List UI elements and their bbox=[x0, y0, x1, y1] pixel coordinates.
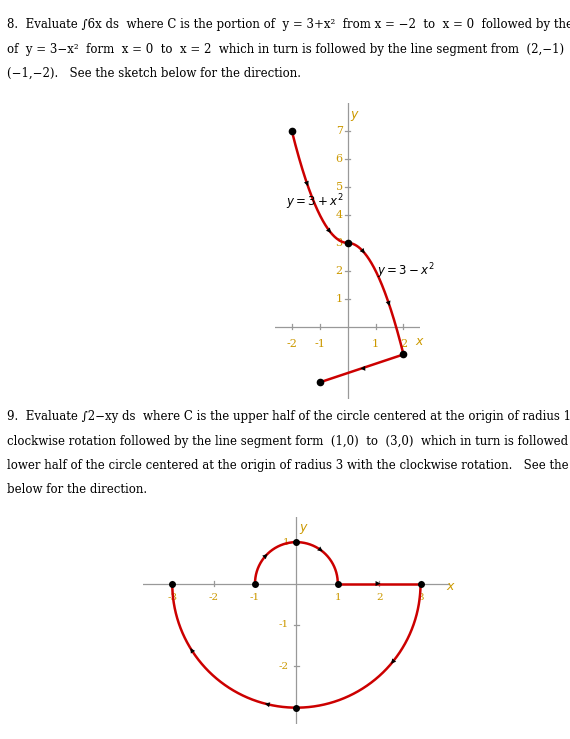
Text: -2: -2 bbox=[287, 339, 298, 349]
Text: below for the direction.: below for the direction. bbox=[7, 483, 147, 497]
Text: y: y bbox=[299, 520, 307, 534]
Text: -1: -1 bbox=[279, 621, 289, 630]
Text: y: y bbox=[350, 108, 357, 120]
Text: 3: 3 bbox=[336, 238, 343, 248]
Text: 5: 5 bbox=[336, 182, 343, 192]
Text: (−1,−2).   See the sketch below for the direction.: (−1,−2). See the sketch below for the di… bbox=[7, 67, 301, 81]
Text: 6: 6 bbox=[336, 154, 343, 164]
Text: 2: 2 bbox=[376, 593, 382, 602]
Text: clockwise rotation followed by the line segment form  (1,0)  to  (3,0)  which in: clockwise rotation followed by the line … bbox=[7, 435, 570, 448]
Text: 8.  Evaluate ∫6x ds  where C is the portion of  y = 3+x²  from x = −2  to  x = 0: 8. Evaluate ∫6x ds where C is the portio… bbox=[7, 18, 570, 32]
Text: x: x bbox=[415, 335, 422, 348]
Text: $y = 3+x^2$: $y = 3+x^2$ bbox=[286, 193, 344, 212]
Text: of  y = 3−x²  form  x = 0  to  x = 2  which in turn is followed by the line segm: of y = 3−x² form x = 0 to x = 2 which in… bbox=[7, 43, 570, 56]
Text: 1: 1 bbox=[372, 339, 379, 349]
Text: $y = 3-x^2$: $y = 3-x^2$ bbox=[377, 261, 434, 281]
Text: 3: 3 bbox=[417, 593, 424, 602]
Text: -1: -1 bbox=[315, 339, 325, 349]
Text: 9.  Evaluate ∫2−xy ds  where C is the upper half of the circle centered at the o: 9. Evaluate ∫2−xy ds where C is the uppe… bbox=[7, 410, 570, 423]
Text: 2: 2 bbox=[400, 339, 407, 349]
Text: 4: 4 bbox=[336, 210, 343, 220]
Text: lower half of the circle centered at the origin of radius 3 with the clockwise r: lower half of the circle centered at the… bbox=[7, 459, 570, 472]
Text: 2: 2 bbox=[336, 266, 343, 276]
Text: -2: -2 bbox=[209, 593, 219, 602]
Text: x: x bbox=[446, 580, 454, 593]
Text: 1: 1 bbox=[336, 293, 343, 304]
Text: 7: 7 bbox=[336, 126, 343, 137]
Text: 1: 1 bbox=[282, 538, 289, 547]
Text: -1: -1 bbox=[250, 593, 260, 602]
Text: 1: 1 bbox=[335, 593, 341, 602]
Text: -2: -2 bbox=[279, 662, 289, 671]
Text: -3: -3 bbox=[167, 593, 177, 602]
